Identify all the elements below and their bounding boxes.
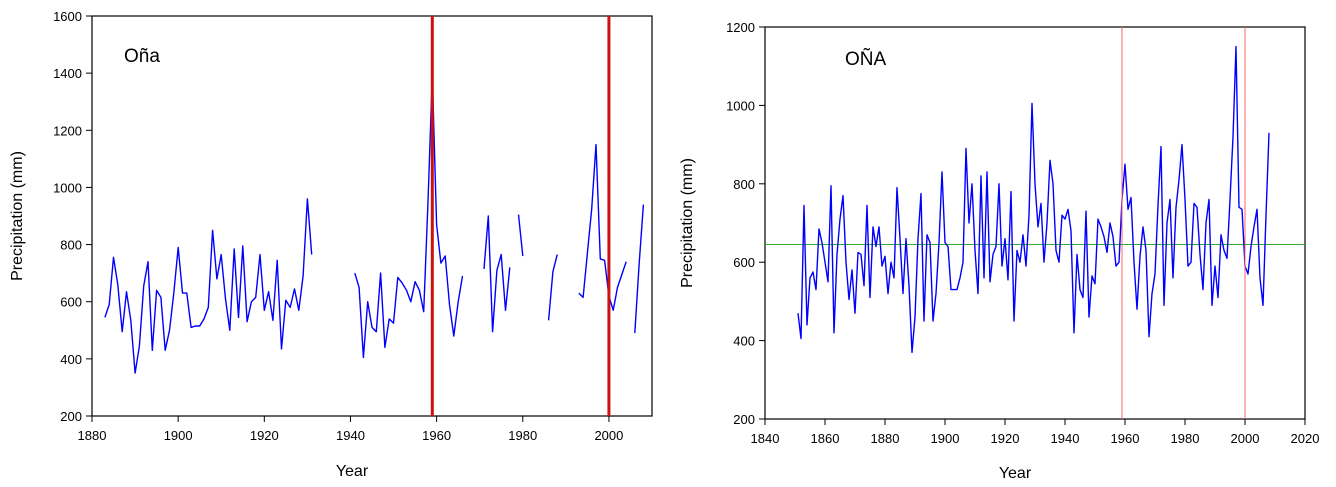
plot-area: [104, 16, 645, 416]
series-line-2: [354, 73, 464, 359]
x-tick-label: 1860: [811, 431, 840, 446]
y-tick-label: 400: [733, 334, 755, 349]
y-tick-label: 200: [733, 412, 755, 427]
chart-title: Oña: [124, 46, 160, 67]
plot-area: [765, 27, 1305, 419]
x-axis-title: Year: [999, 465, 1032, 482]
x-tick-label: 1960: [422, 428, 451, 443]
y-tick-label: 1200: [53, 123, 82, 138]
chart-title: OÑA: [845, 48, 887, 70]
series-line-4: [517, 214, 524, 257]
plot-frame: [91, 15, 653, 417]
x-tick-label: 1960: [1111, 431, 1140, 446]
series-line-1: [104, 198, 313, 374]
series-line-7: [634, 204, 645, 334]
x-tick-label: 1920: [250, 428, 279, 443]
y-tick-label: 1400: [53, 66, 82, 81]
x-tick-label: 1980: [1171, 431, 1200, 446]
y-axis-title: Precipitation (mm): [679, 158, 696, 288]
y-tick-label: 1600: [53, 9, 82, 24]
y-tick-label: 1000: [53, 180, 82, 195]
x-tick-label: 1880: [871, 431, 900, 446]
y-tick-label: 1000: [726, 98, 755, 113]
y-tick-label: 400: [60, 352, 82, 367]
x-tick-label: 1900: [931, 431, 960, 446]
series-line-6: [578, 143, 627, 311]
y-tick-label: 800: [733, 177, 755, 192]
series-line-3: [483, 215, 511, 333]
y-tick-label: 600: [733, 255, 755, 270]
x-axis-title: Year: [336, 463, 369, 480]
y-tick-label: 600: [60, 295, 82, 310]
x-tick-label: 2000: [1231, 431, 1260, 446]
x-tick-label: 1940: [336, 428, 365, 443]
x-tick-label: 1940: [1051, 431, 1080, 446]
y-axis-title: Precipitation (mm): [9, 151, 26, 281]
x-tick-label: 1920: [991, 431, 1020, 446]
y-tick-label: 200: [60, 409, 82, 424]
x-tick-label: 1880: [78, 428, 107, 443]
x-tick-label: 2020: [1291, 431, 1320, 446]
plot-frame: [764, 26, 1306, 420]
series-line-1: [797, 45, 1270, 354]
y-tick-label: 800: [60, 238, 82, 253]
series-line-5: [547, 254, 558, 321]
chart-panel-1: 200 400 600 800 1000 1200 1400 1600 1880 1900 1920…: [9, 9, 653, 480]
chart-panel-2: 200 400 600 800 1000 1200 1840 1860 1880 1900 1920…: [679, 20, 1319, 482]
x-tick-label: 1980: [508, 428, 537, 443]
x-tick-label: 1900: [164, 428, 193, 443]
y-tick-label: 1200: [726, 20, 755, 35]
x-tick-label: 2000: [594, 428, 623, 443]
x-tick-label: 1840: [751, 431, 780, 446]
